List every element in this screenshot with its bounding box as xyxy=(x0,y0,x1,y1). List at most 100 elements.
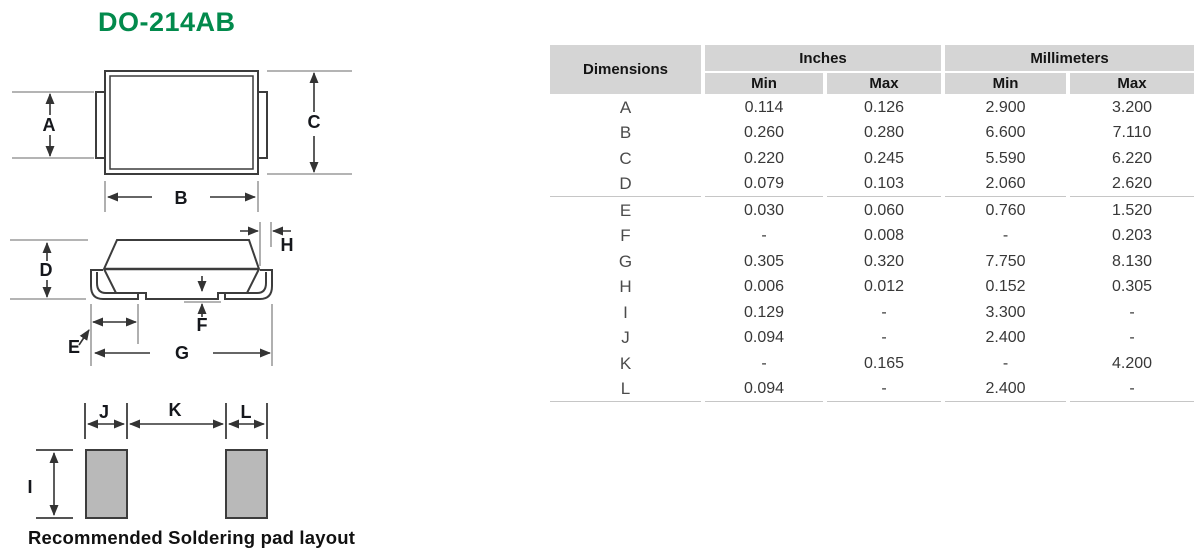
value-cell: 0.760 xyxy=(985,201,1026,219)
dimensions-table: Dimensions Inches Millimeters Min Max Mi… xyxy=(546,43,1198,404)
value-cell: 2.400 xyxy=(985,329,1026,347)
pad-layout-caption: Recommended Soldering pad layout xyxy=(28,527,356,548)
value-cell: - xyxy=(827,378,941,402)
terminal-tab-right xyxy=(257,91,268,159)
value-cell: - xyxy=(1002,354,1009,372)
value-cell: 5.590 xyxy=(985,149,1026,167)
value-cell: 8.130 xyxy=(1111,252,1153,270)
dimension-letter-cell: F xyxy=(620,226,631,246)
value-cell: 0.060 xyxy=(863,201,905,219)
value-cell: 7.110 xyxy=(1112,124,1152,142)
dimension-letter-cell: G xyxy=(618,251,633,271)
value-cell: 0.006 xyxy=(743,278,785,296)
lead-right-outline xyxy=(224,269,273,300)
value-cell: 0.320 xyxy=(863,252,905,270)
lead-left-outline xyxy=(90,269,139,300)
table-row: G 0.305 0.320 7.750 8.130 xyxy=(550,250,1194,274)
col-header-dimensions: Dimensions xyxy=(550,45,701,94)
value-cell: 0.129 xyxy=(743,303,785,321)
value-cell: 6.600 xyxy=(985,124,1026,142)
value-cell: 0.203 xyxy=(1111,227,1153,245)
col-group-millimeters: Millimeters xyxy=(945,45,1194,71)
table-row: F - 0.008 - 0.203 xyxy=(550,225,1194,249)
dim-label-b: B xyxy=(175,188,188,208)
value-cell: 1.520 xyxy=(1111,201,1153,219)
top-view-dimension-arrows xyxy=(45,72,319,202)
value-cell: - xyxy=(761,227,767,245)
dimension-letter-cell: C xyxy=(619,148,632,168)
dimension-letter-cell: H xyxy=(619,277,632,297)
value-cell: - xyxy=(881,303,887,321)
value-cell: 0.220 xyxy=(743,149,785,167)
value-cell: 0.260 xyxy=(743,124,785,142)
value-cell: 6.220 xyxy=(1111,149,1153,167)
dim-label-i: I xyxy=(27,477,32,497)
dimension-letter-cell: L xyxy=(550,378,701,402)
dimension-letter-cell: E xyxy=(619,200,632,220)
side-view-drawing xyxy=(90,239,273,300)
dimensions-table-body: A 0.114 0.126 2.900 3.200 B 0.260 0.280 6.600 7.1… xyxy=(550,96,1194,402)
table-row: E 0.030 0.060 0.760 1.520 xyxy=(550,199,1194,223)
value-cell: 0.245 xyxy=(863,149,905,167)
value-cell: 0.094 xyxy=(705,378,823,402)
value-cell: 0.126 xyxy=(863,98,905,116)
top-view-extension-lines xyxy=(12,70,352,212)
package-body-outline xyxy=(104,70,259,175)
dim-label-d: D xyxy=(40,260,53,280)
value-cell: 4.200 xyxy=(1111,354,1153,372)
col-header-inches-max: Max xyxy=(827,73,941,94)
value-cell: 0.030 xyxy=(743,201,785,219)
dimension-letter-cell: B xyxy=(619,123,632,143)
dim-label-l: L xyxy=(241,402,252,422)
dim-label-e: E xyxy=(68,337,80,357)
table-row: D 0.079 0.103 2.060 2.620 xyxy=(550,173,1194,197)
value-cell: - xyxy=(1129,329,1135,347)
value-cell: 7.750 xyxy=(985,252,1026,270)
dim-label-g: G xyxy=(175,343,189,363)
value-cell: 0.103 xyxy=(827,173,941,197)
col-header-inches-min: Min xyxy=(705,73,823,94)
value-cell: 0.094 xyxy=(743,329,785,347)
package-body-inner-outline xyxy=(109,75,254,170)
dim-label-j: J xyxy=(99,402,109,422)
solder-pad-left xyxy=(85,449,128,519)
dimension-letter-cell: A xyxy=(619,97,632,117)
dimension-letter-cell: J xyxy=(621,328,630,348)
dim-label-h: H xyxy=(281,235,294,255)
pad-layout-drawing xyxy=(85,449,268,519)
table-row: K - 0.165 - 4.200 xyxy=(550,352,1194,376)
dim-label-k: K xyxy=(169,400,182,420)
table-row: H 0.006 0.012 0.152 0.305 xyxy=(550,276,1194,300)
value-cell: 2.060 xyxy=(945,173,1066,197)
value-cell: - xyxy=(761,354,767,372)
value-cell: 0.305 xyxy=(743,252,785,270)
value-cell: 0.008 xyxy=(863,227,905,245)
top-view-drawing xyxy=(95,70,268,175)
value-cell: - xyxy=(1070,378,1194,402)
col-group-inches: Inches xyxy=(705,45,941,71)
terminal-tab-left xyxy=(95,91,106,159)
side-view-reference-lines xyxy=(10,222,273,366)
value-cell: 2.620 xyxy=(1070,173,1194,197)
table-row: C 0.220 0.245 5.590 6.220 xyxy=(550,147,1194,171)
dimensions-table-header: Dimensions Inches Millimeters Min Max Mi… xyxy=(550,45,1194,94)
table-row: I 0.129 - 3.300 - xyxy=(550,301,1194,325)
value-cell: 0.280 xyxy=(863,124,905,142)
value-cell: 0.012 xyxy=(863,278,905,296)
dim-label-c: C xyxy=(308,112,321,132)
value-cell: 0.165 xyxy=(863,354,905,372)
value-cell: - xyxy=(881,329,887,347)
table-row: B 0.260 0.280 6.600 7.110 xyxy=(550,122,1194,146)
value-cell: - xyxy=(1002,227,1009,245)
pad-layout-reference-lines xyxy=(36,403,268,519)
value-cell: 0.114 xyxy=(744,98,784,116)
dimension-letter-cell: D xyxy=(550,173,701,197)
value-cell: 0.152 xyxy=(985,278,1026,296)
package-title: DO-214AB xyxy=(98,7,236,37)
value-cell: 3.200 xyxy=(1111,98,1153,116)
pad-layout-dimension-arrows xyxy=(49,419,265,516)
value-cell: 0.305 xyxy=(1111,278,1153,296)
table-row: J 0.094 - 2.400 - xyxy=(550,327,1194,351)
value-cell: - xyxy=(1129,303,1135,321)
